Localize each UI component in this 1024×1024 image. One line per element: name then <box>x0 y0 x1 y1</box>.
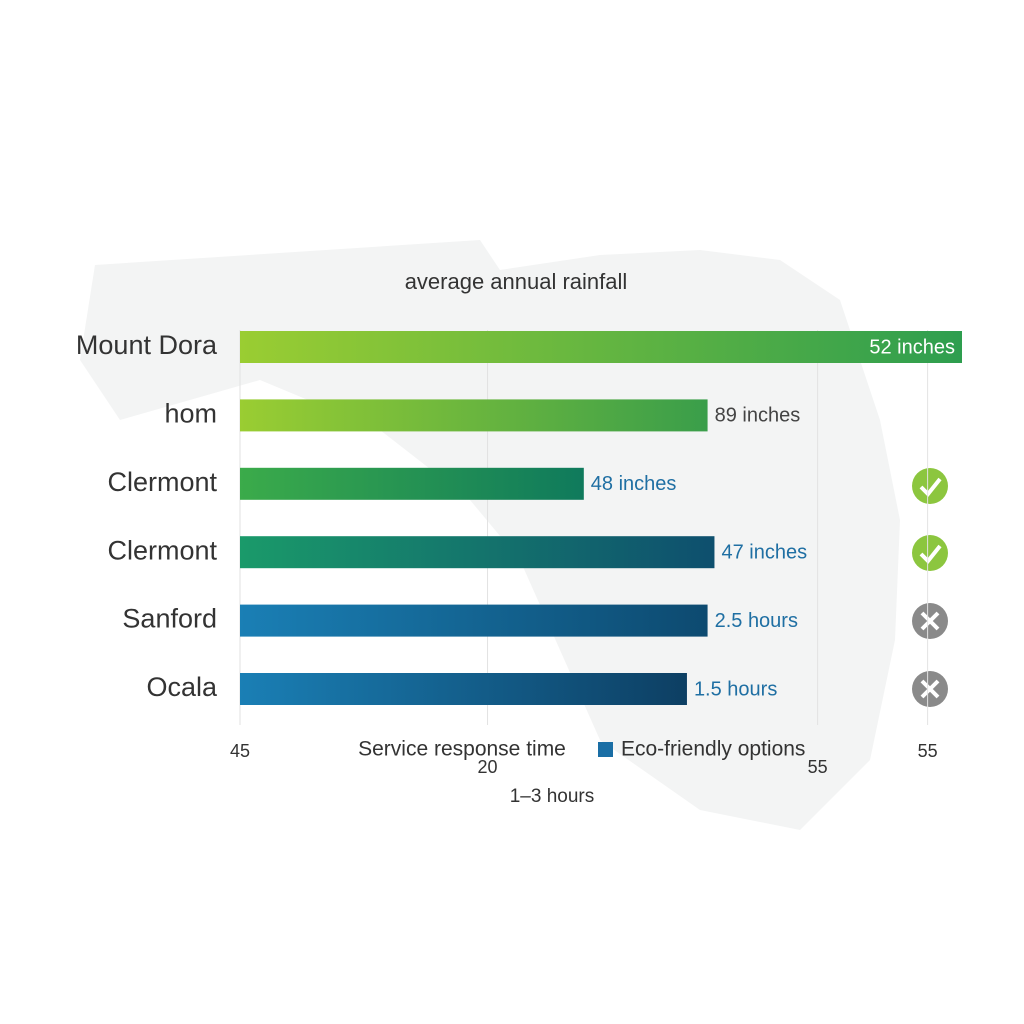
chart-title: average annual rainfall <box>405 269 628 294</box>
category-label: Sanford <box>122 604 217 634</box>
bar <box>240 331 962 363</box>
category-label: Clermont <box>107 467 217 497</box>
bar-annotation: 89 inches <box>715 405 801 427</box>
bar <box>240 604 708 637</box>
x-tick-label: 55 <box>808 757 828 777</box>
bar <box>240 467 584 500</box>
category-label: hom <box>164 399 217 429</box>
category-label: Ocala <box>146 672 218 702</box>
check-icon <box>912 535 948 571</box>
bar-annotation: 52 inches <box>869 336 955 358</box>
x-axis-sublabel: 1–3 hours <box>510 786 595 807</box>
bar-annotation: 48 inches <box>591 473 677 495</box>
bar-annotation: 47 inches <box>721 541 807 563</box>
bar <box>240 536 715 569</box>
bar-annotation: 1.5 hours <box>694 678 777 700</box>
x-tick-label: 45 <box>230 741 250 761</box>
category-label: Clermont <box>107 535 217 565</box>
cross-mark <box>920 679 940 699</box>
legend-label: Eco-friendly options <box>621 738 805 761</box>
map-background <box>80 240 900 830</box>
check-icon <box>912 468 948 504</box>
legend-swatch <box>598 742 613 757</box>
bar <box>240 673 687 705</box>
status-icons <box>912 468 948 707</box>
category-label: Mount Dora <box>76 330 218 360</box>
x-axis-label: Service response time <box>358 738 566 761</box>
bar-annotation: 2.5 hours <box>715 610 798 632</box>
cross-mark <box>920 611 940 631</box>
x-tick-label: 20 <box>478 757 498 777</box>
x-tick-label: 55 <box>918 741 938 761</box>
bar <box>240 399 708 432</box>
